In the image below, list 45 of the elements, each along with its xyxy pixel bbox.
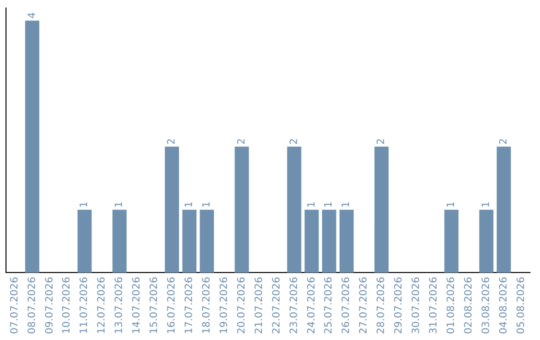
data-label: 2 — [288, 138, 300, 145]
x-tick-label: 05.08.2026 — [516, 276, 527, 334]
x-tick-label: 24.07.2026 — [306, 276, 318, 334]
x-tick-label: 08.07.2026 — [26, 276, 38, 334]
x-tick-label: 31.07.2026 — [428, 276, 440, 334]
data-label: 1 — [114, 201, 126, 208]
data-label: 2 — [166, 138, 178, 145]
x-tick-label: 17.07.2026 — [184, 276, 195, 334]
x-tick-label: 11.07.2026 — [79, 276, 90, 334]
x-tick-label: 15.07.2026 — [149, 276, 160, 334]
x-tick-label: 02.08.2026 — [463, 276, 474, 334]
data-label: 1 — [341, 201, 352, 208]
x-tick-label: 18.07.2026 — [201, 276, 212, 334]
x-tick-label: 12.07.2026 — [96, 276, 108, 334]
data-label: 2 — [376, 138, 388, 145]
x-tick-label: 28.07.2026 — [376, 276, 388, 334]
x-tick-label: 21.07.2026 — [254, 276, 265, 334]
x-tick-label: 01.08.2026 — [446, 276, 457, 334]
x-tick-label: 29.07.2026 — [394, 276, 405, 334]
data-label: 2 — [236, 138, 248, 145]
data-label: 1 — [480, 201, 492, 208]
x-tick-label: 03.08.2026 — [480, 276, 492, 334]
data-label: 1 — [306, 201, 318, 208]
data-label: 1 — [201, 201, 212, 208]
x-tick-label: 07.07.2026 — [9, 276, 20, 334]
x-tick-label: 16.07.2026 — [166, 276, 178, 334]
x-tick-label: 09.07.2026 — [44, 276, 56, 334]
data-label: 2 — [498, 138, 510, 145]
data-label: 1 — [446, 201, 457, 208]
data-label: 1 — [184, 201, 195, 208]
x-tick-label: 10.07.2026 — [62, 276, 73, 334]
x-tick-label: 19.07.2026 — [218, 276, 230, 334]
data-label: 1 — [79, 201, 90, 208]
x-tick-label: 13.07.2026 — [114, 276, 126, 334]
x-tick-label: 23.07.2026 — [288, 276, 300, 334]
x-tick-label: 26.07.2026 — [341, 276, 352, 334]
data-label: 1 — [324, 201, 335, 208]
data-label: 4 — [26, 12, 38, 19]
x-tick-label: 04.08.2026 — [498, 276, 510, 334]
x-tick-label: 22.07.2026 — [271, 276, 282, 334]
x-tick-label: 30.07.2026 — [411, 276, 422, 334]
x-tick-label: 20.07.2026 — [236, 276, 248, 334]
x-tick-label: 27.07.2026 — [358, 276, 370, 334]
x-tick-label: 14.07.2026 — [132, 276, 143, 334]
x-tick-label: 25.07.2026 — [324, 276, 335, 334]
